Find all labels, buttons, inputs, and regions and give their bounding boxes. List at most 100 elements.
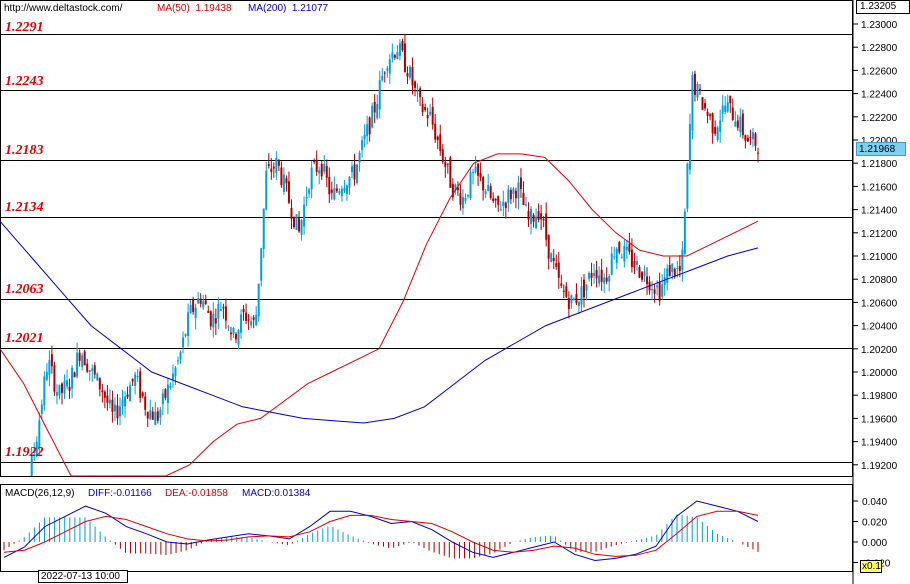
candle-body: [55, 392, 58, 396]
candle-body: [441, 149, 444, 163]
candle-body: [414, 81, 417, 88]
candle-body: [535, 216, 538, 229]
candle-body: [129, 385, 132, 402]
candle-body: [487, 185, 490, 192]
candle-body: [33, 451, 36, 454]
candle-body: [101, 390, 104, 392]
candle-body: [656, 285, 659, 288]
candle-body: [709, 114, 712, 117]
candle-body: [131, 378, 134, 382]
candle-body: [403, 43, 406, 72]
candle-body: [93, 365, 96, 375]
y-tick-label: 1.20800: [861, 275, 898, 286]
candle-body: [734, 121, 737, 127]
candle-body: [98, 377, 101, 390]
candle-body: [666, 268, 669, 283]
candle-body: [615, 248, 618, 264]
candle-body: [489, 186, 492, 199]
candle-body: [625, 246, 628, 251]
candle-body: [164, 389, 167, 398]
candle-body: [519, 177, 522, 189]
candle-body: [383, 72, 386, 74]
candle-body: [139, 371, 142, 398]
candle-body: [287, 181, 290, 203]
candle-body: [189, 305, 192, 314]
candle-body: [187, 312, 190, 336]
candle-body: [517, 182, 520, 199]
y-tick-label: 1.23000: [861, 20, 898, 31]
macd-title: MACD(26,12,9): [5, 488, 75, 499]
candle-body: [388, 59, 391, 74]
ma50-legend: MA(50) 1.19438: [157, 3, 232, 14]
candle-body: [43, 376, 46, 406]
level-label: 1.2183: [5, 143, 44, 158]
candle-body: [227, 326, 230, 328]
candle-body: [499, 209, 502, 211]
candle-body: [45, 371, 48, 380]
candle-body: [598, 275, 601, 284]
candle-body: [461, 197, 464, 209]
candle-body: [474, 166, 477, 173]
candle-body: [179, 351, 182, 360]
candle-body: [353, 164, 356, 180]
candle-body: [235, 333, 237, 340]
candle-body: [729, 95, 732, 104]
candle-body: [250, 321, 253, 326]
candle-body: [736, 120, 739, 128]
candle-body: [320, 163, 323, 177]
candle-body: [204, 300, 207, 304]
candle-body: [537, 211, 540, 220]
candle-body: [688, 123, 691, 170]
candle-body: [479, 173, 482, 178]
candle-body: [298, 218, 301, 232]
candle-body: [38, 420, 41, 448]
candle-body: [103, 391, 106, 398]
candle-body: [633, 260, 636, 268]
y-tick-label: 1.19200: [861, 461, 898, 472]
candle-body: [595, 269, 598, 279]
candle-body: [676, 268, 679, 270]
y-tick-label: 1.20200: [861, 345, 898, 356]
candle-body: [739, 116, 742, 133]
candle-body: [396, 51, 399, 60]
candle-body: [545, 213, 548, 240]
candle-body: [618, 242, 621, 253]
candle-body: [106, 395, 109, 403]
candle-body: [497, 195, 500, 205]
candle-body: [338, 191, 341, 194]
candle-body: [192, 299, 195, 312]
candle-body: [86, 363, 89, 372]
candle-body: [295, 214, 298, 230]
macd-tick-label: 0.040: [862, 497, 887, 508]
candle-body: [197, 298, 200, 304]
candle-body: [711, 113, 714, 134]
y-tick-label: 1.21400: [861, 206, 898, 217]
candle-body: [108, 399, 111, 404]
candle-body: [446, 163, 449, 165]
candle-body: [280, 167, 283, 186]
scale-button[interactable]: x0.1: [860, 560, 882, 573]
candle-body: [464, 197, 467, 201]
candle-body: [754, 133, 757, 146]
candle-body: [358, 152, 361, 163]
candle-body: [610, 253, 613, 275]
candle-body: [351, 166, 353, 173]
candle-body: [522, 192, 525, 205]
candle-body: [53, 365, 56, 392]
y-tick-label: 1.21600: [861, 182, 898, 193]
candle-body: [333, 187, 336, 200]
candle-body: [608, 276, 611, 282]
candle-body: [484, 191, 487, 195]
candle-body: [141, 392, 144, 397]
candle-body: [194, 307, 197, 319]
level-label: 1.2243: [5, 74, 44, 89]
candle-body: [555, 263, 558, 267]
candle-body: [58, 384, 61, 396]
candle-body: [643, 271, 646, 277]
candle-body: [416, 90, 419, 92]
candle-body: [293, 216, 295, 228]
candle-body: [345, 185, 348, 194]
candle-body: [431, 106, 434, 125]
candle-body: [119, 406, 121, 417]
